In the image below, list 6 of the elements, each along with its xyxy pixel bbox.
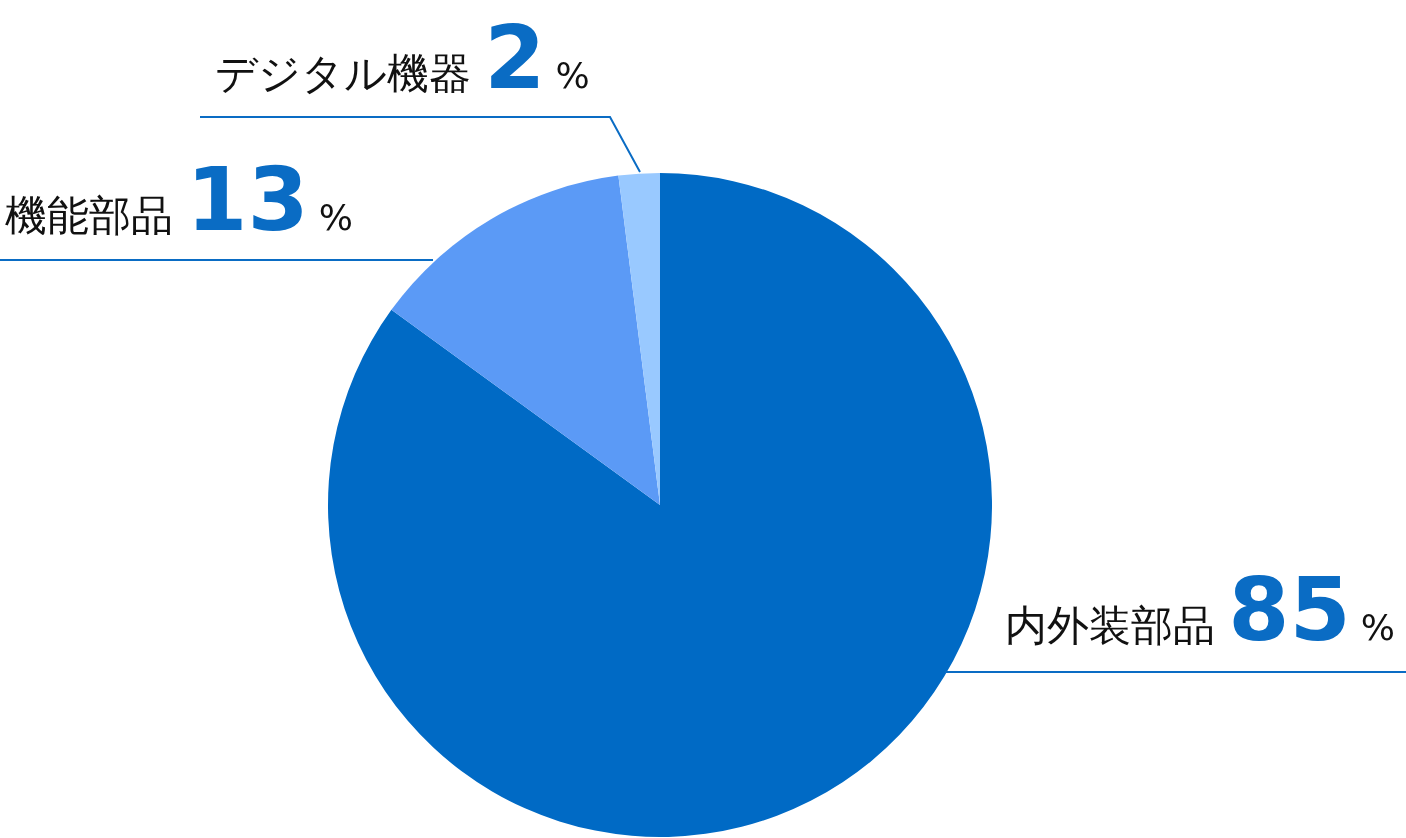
data-label: 85% <box>1228 558 1395 661</box>
slice-label: 内外装部品 <box>1004 601 1229 650</box>
slice-label: 機能部品 <box>5 191 187 240</box>
slice-label: デジタル機器 <box>215 49 485 98</box>
data-label: 13% <box>186 148 354 251</box>
data-label: 2% <box>484 6 590 109</box>
